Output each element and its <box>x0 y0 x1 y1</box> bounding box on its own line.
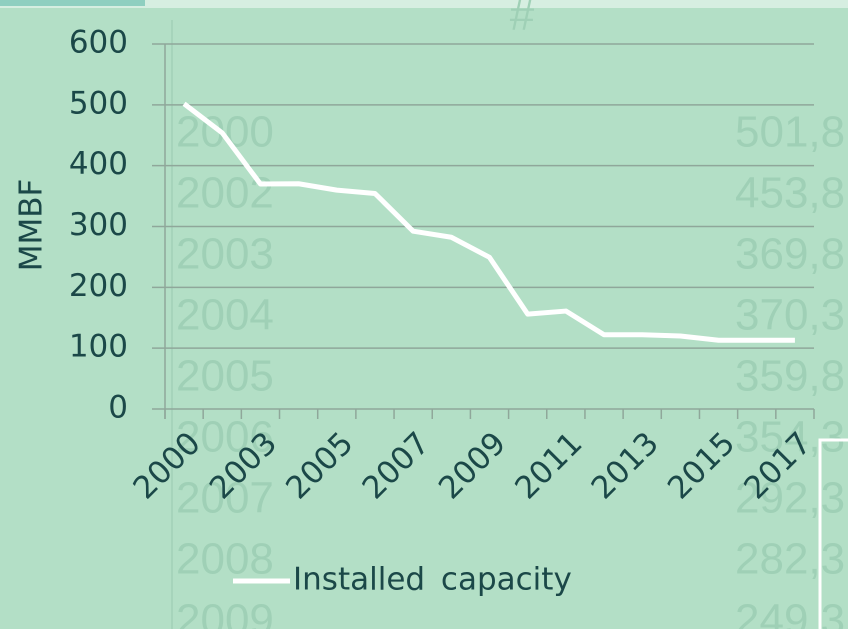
table-amount: 292,3 <box>735 474 845 523</box>
y-tick-label: 600 <box>69 25 128 61</box>
y-tick-label: 400 <box>69 146 128 182</box>
table-amount: 453,8 <box>735 169 845 218</box>
table-amount: 249,3 <box>735 596 845 629</box>
table-amount: 369,8 <box>735 230 845 279</box>
top-strip <box>0 0 848 8</box>
x-tick-label: 2013 <box>585 425 666 506</box>
table-amount: 282,3 <box>735 535 845 584</box>
cell-outline <box>818 438 848 629</box>
x-tick-label: 2011 <box>508 425 589 506</box>
x-tick-label: 2015 <box>661 425 742 506</box>
table-year: 2003 <box>176 230 274 279</box>
legend-label: Installed capacity <box>293 562 572 598</box>
table-amount: 354,3 <box>735 413 845 462</box>
y-tick-label: 0 <box>108 390 128 426</box>
top-tab <box>0 0 145 6</box>
table-year: 2008 <box>176 535 274 584</box>
x-tick-label: 2009 <box>432 425 513 506</box>
series-line <box>182 101 795 343</box>
table-amount: 359,8 <box>735 352 845 401</box>
y-tick-label: 500 <box>69 85 128 121</box>
table-amount: 370,3 <box>735 291 845 340</box>
y-tick-label: 300 <box>69 207 128 243</box>
y-axis-label: MMBF <box>14 179 50 272</box>
table-year: 2002 <box>176 169 274 218</box>
table-year: 2005 <box>176 352 274 401</box>
background-table: 2000 501,8 2002 453,8 2003 369,8 2004 370,3 2005… <box>176 108 845 629</box>
x-tick-label: 2007 <box>356 425 437 506</box>
table-year: 2009 <box>176 596 274 629</box>
table-header: # <box>510 0 535 40</box>
table-amount: 501,8 <box>735 108 845 157</box>
x-tick-label: 2005 <box>279 425 360 506</box>
y-tick-label: 200 <box>69 268 128 304</box>
table-year: 2006 <box>176 413 274 462</box>
table-year: 2000 <box>176 108 274 157</box>
table-year: 2004 <box>176 291 274 340</box>
y-tick-label: 100 <box>69 329 128 365</box>
table-year: 2007 <box>176 474 274 523</box>
